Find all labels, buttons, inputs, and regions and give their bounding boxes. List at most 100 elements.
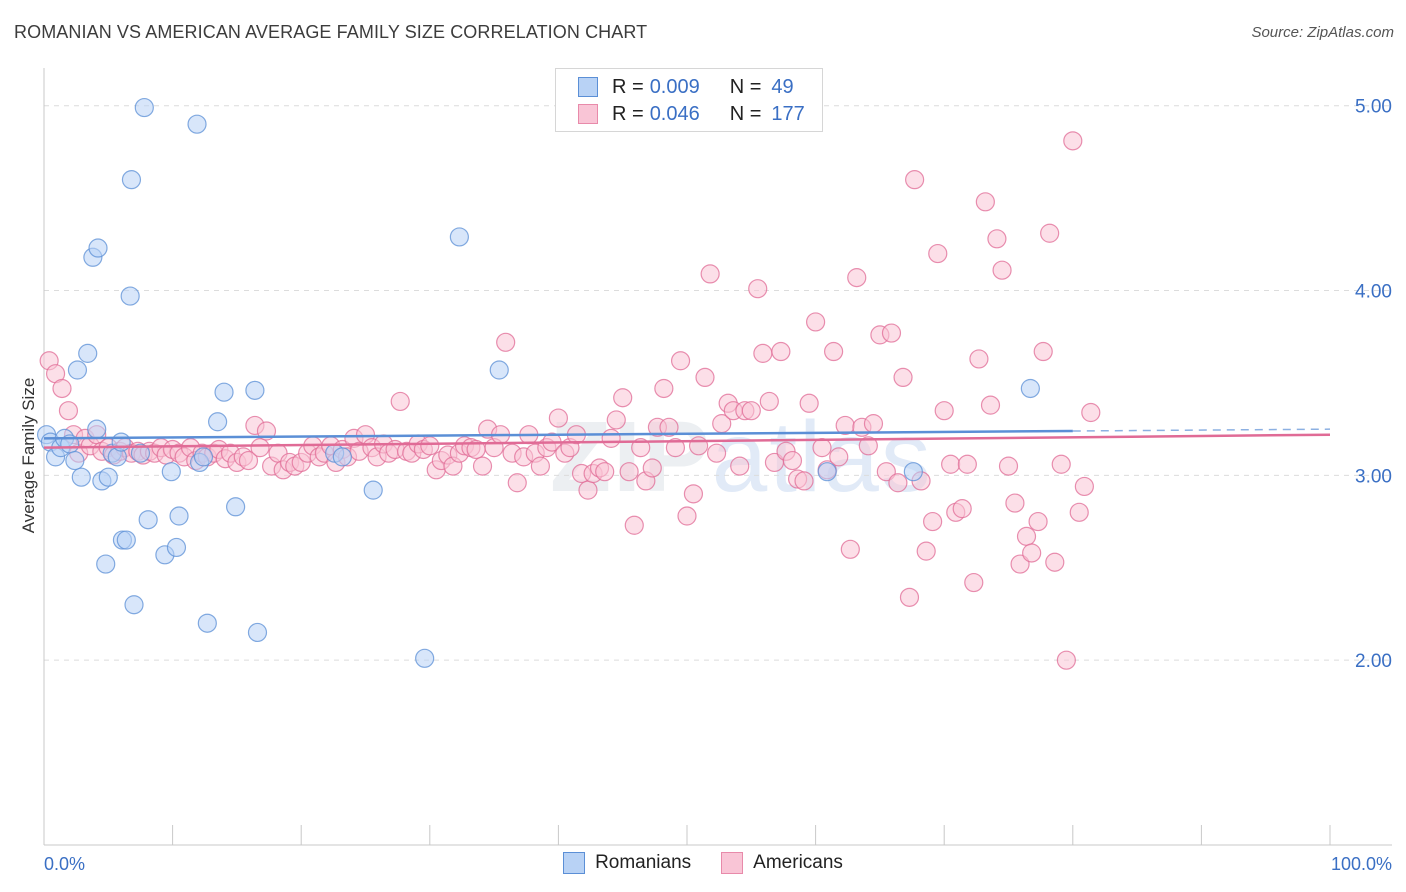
legend-swatch-romanians (578, 77, 598, 97)
data-point-americans (957, 454, 977, 474)
data-point-romanians (489, 360, 509, 380)
legend-r-label: R = (612, 102, 644, 125)
data-point-americans (928, 243, 948, 264)
trend-extension-romanians (1072, 428, 1331, 432)
data-point-americans (530, 456, 550, 476)
data-point-americans (799, 393, 819, 413)
data-point-americans (1005, 493, 1025, 513)
data-point-americans (840, 539, 860, 559)
data-point-americans (987, 229, 1007, 249)
data-point-americans (1081, 402, 1101, 423)
data-point-americans (659, 417, 679, 437)
chart-title: ROMANIAN VS AMERICAN AVERAGE FAMILY SIZE… (14, 22, 648, 42)
data-point-americans (700, 264, 720, 284)
data-point-americans (748, 279, 768, 299)
data-point-americans (52, 378, 72, 399)
data-point-americans (1069, 502, 1089, 522)
data-point-romanians (138, 510, 158, 530)
data-point-romanians (187, 114, 207, 134)
series-swatch-romanians (563, 852, 586, 874)
data-point-americans (899, 587, 920, 607)
legend-n-label: N = (729, 102, 762, 125)
data-point-americans (665, 438, 686, 458)
data-point-americans (847, 268, 867, 288)
data-point-romanians (332, 447, 352, 467)
data-point-americans (1051, 454, 1071, 474)
data-point-romanians (124, 595, 144, 615)
data-point-americans (548, 408, 569, 428)
data-point-americans (420, 436, 440, 456)
data-point-romanians (71, 467, 91, 487)
data-point-romanians (903, 462, 923, 482)
data-point-americans (934, 401, 954, 421)
data-point-americans (654, 378, 674, 399)
data-point-romanians (88, 238, 108, 258)
data-point-romanians (363, 480, 383, 500)
source-credit: Source: ZipAtlas.com (1251, 24, 1394, 41)
data-point-americans (619, 462, 639, 482)
legend-n-value: 177 (771, 102, 805, 125)
data-point-americans (595, 462, 615, 482)
data-point-americans (1016, 526, 1037, 546)
data-point-americans (759, 391, 779, 412)
data-point-americans (1033, 341, 1053, 362)
data-point-romanians (449, 227, 469, 247)
x-tick-label: 0.0% (44, 854, 85, 874)
data-point-americans (952, 499, 972, 519)
data-point-americans (1010, 554, 1030, 574)
data-point-americans (1063, 131, 1083, 151)
data-point-americans (980, 395, 1001, 415)
data-point-romanians (817, 462, 837, 482)
data-point-romanians (120, 286, 140, 306)
data-point-americans (805, 312, 826, 332)
data-point-americans (975, 192, 995, 212)
x-tick-label: 100.0% (1331, 854, 1392, 874)
data-point-americans (1028, 511, 1048, 532)
data-point-americans (829, 447, 849, 467)
data-point-romanians (169, 506, 189, 526)
data-point-americans (998, 456, 1019, 476)
data-point-romanians (1020, 378, 1040, 399)
data-point-americans (905, 170, 925, 190)
data-point-americans (472, 456, 493, 476)
data-point-americans (881, 323, 902, 343)
legend-r-value: 0.009 (649, 75, 700, 98)
series-swatch-americans (721, 852, 744, 874)
series-label-americans: Americans (753, 852, 843, 873)
data-point-americans (753, 343, 773, 363)
data-point-americans (250, 438, 270, 458)
y-tick-label: 4.00 (1355, 282, 1392, 303)
data-point-americans (256, 421, 277, 441)
data-point-americans (606, 410, 626, 430)
legend-n-value: 49 (771, 75, 794, 98)
legend-r-label: R = (612, 75, 644, 98)
data-point-americans (624, 515, 644, 535)
data-point-americans (1056, 650, 1076, 670)
data-point-romanians (130, 443, 151, 463)
y-tick-label: 5.00 (1355, 97, 1392, 118)
legend-swatch-americans (578, 104, 598, 124)
data-point-americans (858, 436, 878, 456)
data-point-americans (730, 456, 750, 476)
watermark-zip: ZIP (550, 401, 712, 513)
data-point-americans (601, 428, 621, 448)
data-point-americans (1074, 476, 1094, 497)
data-point-americans (741, 401, 761, 421)
data-point-romanians (415, 648, 435, 668)
data-point-romanians (121, 170, 142, 190)
data-point-americans (771, 341, 791, 362)
data-point-romanians (247, 622, 268, 643)
data-point-americans (888, 473, 908, 493)
series-legend: Romanians Americans (0, 852, 1406, 874)
data-point-americans (863, 414, 884, 434)
data-point-romanians (226, 497, 246, 517)
data-point-americans (1022, 543, 1042, 563)
data-point-americans (969, 349, 989, 369)
legend-n-label: N = (729, 75, 762, 98)
data-point-romanians (78, 343, 98, 363)
data-point-romanians (193, 447, 214, 467)
series-label-romanians: Romanians (595, 852, 692, 873)
data-point-americans (390, 391, 410, 412)
data-point-americans (964, 572, 984, 593)
